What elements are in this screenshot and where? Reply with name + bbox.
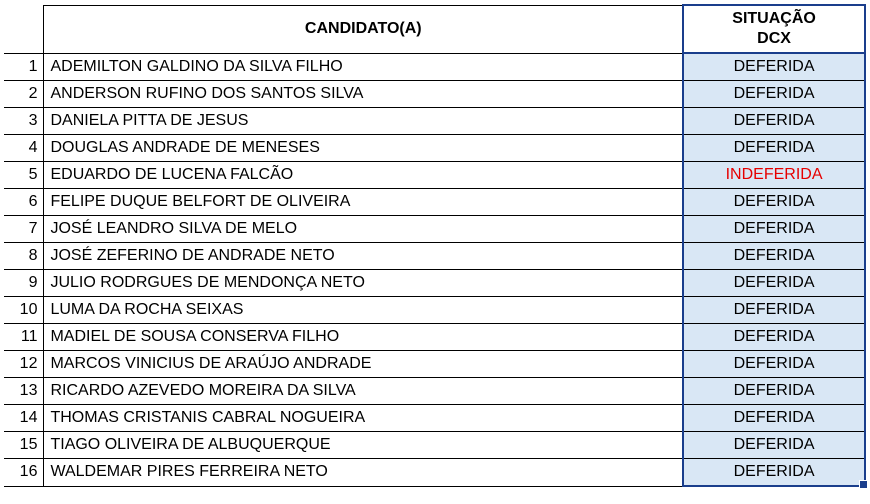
candidate-name-cell: EDUARDO DE LUCENA FALCÃO <box>44 162 683 189</box>
row-number-cell: 14 <box>4 405 44 432</box>
status-cell: DEFERIDA <box>683 243 865 270</box>
candidate-name-cell: RICARDO AZEVEDO MOREIRA DA SILVA <box>44 378 683 405</box>
candidate-name-cell: JOSÉ LEANDRO SILVA DE MELO <box>44 216 683 243</box>
table-row: 8JOSÉ ZEFERINO DE ANDRADE NETODEFERIDA <box>4 243 865 270</box>
row-number-cell: 12 <box>4 351 44 378</box>
status-cell: DEFERIDA <box>683 405 865 432</box>
table-row: 10LUMA DA ROCHA SEIXASDEFERIDA <box>4 297 865 324</box>
candidate-name-cell: DANIELA PITTA DE JESUS <box>44 108 683 135</box>
status-cell: DEFERIDA <box>683 135 865 162</box>
candidate-name-cell: ADEMILTON GALDINO DA SILVA FILHO <box>44 53 683 81</box>
table-row: 7JOSÉ LEANDRO SILVA DE MELODEFERIDA <box>4 216 865 243</box>
candidate-name-cell: FELIPE DUQUE BELFORT DE OLIVEIRA <box>44 189 683 216</box>
status-cell: DEFERIDA <box>683 378 865 405</box>
candidate-name-cell: THOMAS CRISTANIS CABRAL NOGUEIRA <box>44 405 683 432</box>
status-cell: DEFERIDA <box>683 297 865 324</box>
header-status-cell: SITUAÇÃO DCX <box>683 5 865 53</box>
table-row: 14THOMAS CRISTANIS CABRAL NOGUEIRADEFERI… <box>4 405 865 432</box>
status-cell: DEFERIDA <box>683 324 865 351</box>
row-number-cell: 2 <box>4 81 44 108</box>
row-number-cell: 11 <box>4 324 44 351</box>
row-number-cell: 3 <box>4 108 44 135</box>
status-cell: DEFERIDA <box>683 351 865 378</box>
row-number-cell: 15 <box>4 432 44 459</box>
row-number-cell: 7 <box>4 216 44 243</box>
status-cell: DEFERIDA <box>683 53 865 81</box>
status-cell: DEFERIDA <box>683 108 865 135</box>
row-number-cell: 10 <box>4 297 44 324</box>
table-row: 12MARCOS VINICIUS DE ARAÚJO ANDRADEDEFER… <box>4 351 865 378</box>
table-row: 2ANDERSON RUFINO DOS SANTOS SILVADEFERID… <box>4 81 865 108</box>
table-row: 9JULIO RODRGUES DE MENDONÇA NETODEFERIDA <box>4 270 865 297</box>
header-num-cell <box>4 5 44 53</box>
candidate-name-cell: TIAGO OLIVEIRA DE ALBUQUERQUE <box>44 432 683 459</box>
table-header-row: CANDIDATO(A) SITUAÇÃO DCX <box>4 5 865 53</box>
table-row: 13RICARDO AZEVEDO MOREIRA DA SILVADEFERI… <box>4 378 865 405</box>
status-cell: DEFERIDA <box>683 216 865 243</box>
table-row: 3DANIELA PITTA DE JESUSDEFERIDA <box>4 108 865 135</box>
row-number-cell: 9 <box>4 270 44 297</box>
table-row: 6FELIPE DUQUE BELFORT DE OLIVEIRADEFERID… <box>4 189 865 216</box>
table-row: 15TIAGO OLIVEIRA DE ALBUQUERQUEDEFERIDA <box>4 432 865 459</box>
status-cell: DEFERIDA <box>683 459 865 487</box>
status-cell: DEFERIDA <box>683 432 865 459</box>
candidate-table: CANDIDATO(A) SITUAÇÃO DCX 1ADEMILTON GAL… <box>4 4 866 487</box>
row-number-cell: 8 <box>4 243 44 270</box>
header-candidate-cell: CANDIDATO(A) <box>44 5 683 53</box>
status-cell: DEFERIDA <box>683 270 865 297</box>
table-row: 4DOUGLAS ANDRADE DE MENESESDEFERIDA <box>4 135 865 162</box>
candidate-name-cell: ANDERSON RUFINO DOS SANTOS SILVA <box>44 81 683 108</box>
row-number-cell: 5 <box>4 162 44 189</box>
candidate-name-cell: MADIEL DE SOUSA CONSERVA FILHO <box>44 324 683 351</box>
candidate-name-cell: MARCOS VINICIUS DE ARAÚJO ANDRADE <box>44 351 683 378</box>
candidate-name-cell: JULIO RODRGUES DE MENDONÇA NETO <box>44 270 683 297</box>
candidate-name-cell: LUMA DA ROCHA SEIXAS <box>44 297 683 324</box>
row-number-cell: 1 <box>4 53 44 81</box>
status-cell: DEFERIDA <box>683 81 865 108</box>
row-number-cell: 16 <box>4 459 44 487</box>
table-row: 5EDUARDO DE LUCENA FALCÃOINDEFERIDA <box>4 162 865 189</box>
candidate-name-cell: JOSÉ ZEFERINO DE ANDRADE NETO <box>44 243 683 270</box>
status-cell: DEFERIDA <box>683 189 865 216</box>
row-number-cell: 13 <box>4 378 44 405</box>
row-number-cell: 6 <box>4 189 44 216</box>
status-cell: INDEFERIDA <box>683 162 865 189</box>
row-number-cell: 4 <box>4 135 44 162</box>
candidate-name-cell: DOUGLAS ANDRADE DE MENESES <box>44 135 683 162</box>
table-row: 11MADIEL DE SOUSA CONSERVA FILHODEFERIDA <box>4 324 865 351</box>
candidate-name-cell: WALDEMAR PIRES FERREIRA NETO <box>44 459 683 487</box>
table-row: 16WALDEMAR PIRES FERREIRA NETODEFERIDA <box>4 459 865 487</box>
table-row: 1ADEMILTON GALDINO DA SILVA FILHODEFERID… <box>4 53 865 81</box>
